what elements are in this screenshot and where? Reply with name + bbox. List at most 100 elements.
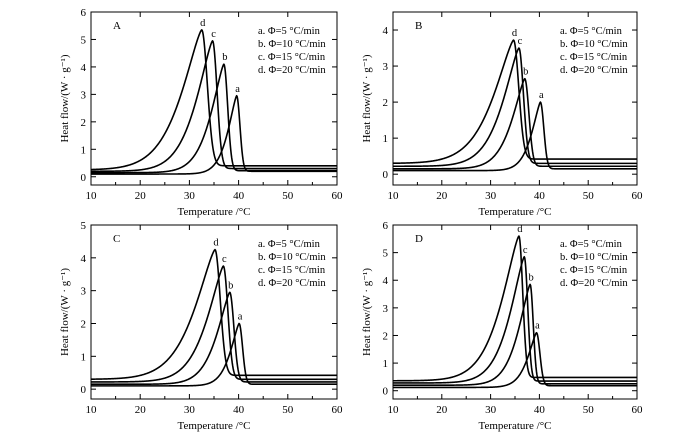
x-tick-label: 20 <box>135 404 147 416</box>
legend: a. Φ=5 °C/min b. Φ=10 °C/min c. Φ=15 °C/mi… <box>258 26 326 76</box>
x-tick-label: 30 <box>485 190 497 202</box>
y-tick-label: 2 <box>81 318 87 330</box>
y-tick-label: 4 <box>81 62 87 74</box>
legend: a. Φ=5 °C/min b. Φ=10 °C/min c. Φ=15 °C/mi… <box>560 239 628 289</box>
series-line-c <box>392 255 638 384</box>
legend-entry: b. Φ=10 °C/min <box>560 39 628 50</box>
legend-entry: a. Φ=5 °C/min <box>560 26 623 37</box>
panel-label: B <box>415 20 422 32</box>
y-axis-label: Heat flow/(W · g⁻¹) <box>361 268 373 356</box>
x-tick-label: 50 <box>583 404 595 416</box>
legend-entry: b. Φ=10 °C/min <box>258 39 326 50</box>
y-tick-label: 5 <box>383 248 389 260</box>
x-tick-label: 40 <box>534 404 546 416</box>
panel-label: C <box>113 233 120 245</box>
y-tick-label: 0 <box>383 386 389 398</box>
x-tick-label: 10 <box>388 190 400 202</box>
series-line-c <box>392 47 638 168</box>
chart-panel-a: 10 20 30 40 50 60 0 1 2 3 4 5 6 Temperature /°C Heat f… <box>59 7 343 218</box>
series-label-b: b <box>222 52 227 63</box>
y-tick-label: 0 <box>81 384 87 396</box>
y-tick-label: 4 <box>383 275 389 287</box>
y-axis-label: Heat flow/(W · g⁻¹) <box>361 54 373 142</box>
x-tick-label: 10 <box>86 404 98 416</box>
x-tick-label: 40 <box>534 190 546 202</box>
y-tick-label: 2 <box>383 97 389 109</box>
y-tick-label: 2 <box>383 330 389 342</box>
series-label-b: b <box>529 272 534 283</box>
x-tick-label: 60 <box>332 190 344 202</box>
x-tick-label: 20 <box>436 190 448 202</box>
legend-entry: a. Φ=5 °C/min <box>258 26 321 37</box>
series-line-b <box>90 291 338 386</box>
chart-panel-b: 10 20 30 40 50 60 0 1 2 3 4 Temperature /°C Heat flo… <box>361 11 644 218</box>
legend-entry: c. Φ=15 °C/min <box>258 265 326 276</box>
x-tick-label: 20 <box>135 190 147 202</box>
chart-panel-d: 10 20 30 40 50 60 0 1 2 3 4 5 6 Temperature /°C Heat f… <box>361 220 643 432</box>
series-line-d <box>90 29 338 171</box>
y-tick-label: 3 <box>81 286 87 298</box>
series-line-b <box>392 283 638 386</box>
series-label-d: d <box>213 238 219 249</box>
series-line-b <box>392 77 638 170</box>
y-tick-label: 1 <box>81 351 87 363</box>
y-tick-label: 0 <box>81 172 87 184</box>
y-tick-label: 1 <box>383 358 389 370</box>
x-tick-label: 20 <box>436 404 448 416</box>
x-tick-label: 10 <box>86 190 98 202</box>
series-line-a <box>90 94 338 175</box>
x-axis-label: Temperature /°C <box>479 420 552 432</box>
x-tick-label: 50 <box>282 404 294 416</box>
y-tick-label: 6 <box>383 220 389 232</box>
x-tick-label: 40 <box>233 404 245 416</box>
x-tick-label: 30 <box>485 404 497 416</box>
series-line-c <box>90 40 338 173</box>
y-tick-label: 6 <box>81 7 87 19</box>
series-label-a: a <box>535 321 540 332</box>
legend-entry: b. Φ=10 °C/min <box>560 252 628 263</box>
x-tick-label: 30 <box>184 190 196 202</box>
series-label-d: d <box>512 28 518 39</box>
y-tick-label: 3 <box>383 303 389 315</box>
x-tick-label: 50 <box>583 190 595 202</box>
series-label-c: c <box>523 245 528 256</box>
x-axis-label: Temperature /°C <box>178 420 251 432</box>
panel-label: A <box>113 20 121 32</box>
x-tick-label: 40 <box>233 190 245 202</box>
series-label-a: a <box>238 311 243 322</box>
y-tick-label: 1 <box>81 144 87 156</box>
legend-entry: a. Φ=5 °C/min <box>560 239 623 250</box>
legend: a. Φ=5 °C/min b. Φ=10 °C/min c. Φ=15 °C/mi… <box>258 239 326 289</box>
series-label-a: a <box>235 84 240 95</box>
x-tick-label: 50 <box>282 190 294 202</box>
series-label-b: b <box>523 67 528 78</box>
y-tick-label: 5 <box>81 220 87 232</box>
series-line-a <box>90 322 338 387</box>
y-tick-label: 3 <box>81 89 87 101</box>
series-label-d: d <box>517 224 523 235</box>
series-line-a <box>392 331 638 389</box>
y-tick-label: 1 <box>383 133 389 145</box>
series-line-a <box>392 101 638 172</box>
series-label-c: c <box>222 254 227 265</box>
legend-entry: c. Φ=15 °C/min <box>258 52 326 63</box>
series-label-d: d <box>200 18 206 29</box>
y-tick-label: 4 <box>383 25 389 37</box>
series-line-c <box>90 265 338 383</box>
x-axis-label: Temperature /°C <box>178 206 251 218</box>
series-line-d <box>90 248 338 380</box>
legend-entry: d. Φ=20 °C/min <box>560 65 628 76</box>
x-tick-label: 60 <box>332 404 344 416</box>
chart-panel-c: 10 20 30 40 50 60 0 1 2 3 4 5 Temperature /°C Heat fl… <box>59 220 343 432</box>
legend-entry: a. Φ=5 °C/min <box>258 239 321 250</box>
series-label-a: a <box>539 90 544 101</box>
series-line-b <box>90 63 338 174</box>
legend-entry: b. Φ=10 °C/min <box>258 252 326 263</box>
legend-entry: d. Φ=20 °C/min <box>560 278 628 289</box>
y-tick-label: 2 <box>81 117 87 129</box>
y-axis-label: Heat flow/(W · g⁻¹) <box>59 54 71 142</box>
legend-entry: c. Φ=15 °C/min <box>560 265 628 276</box>
x-tick-label: 60 <box>632 404 644 416</box>
x-tick-label: 60 <box>632 190 644 202</box>
